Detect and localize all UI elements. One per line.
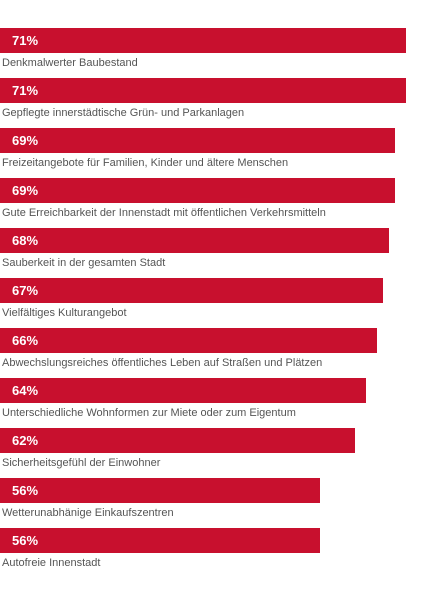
bar-row: 69% Gute Erreichbarkeit der Innenstadt mi… [0, 178, 440, 228]
bar-value-label: 71% [12, 83, 39, 98]
bar-value-label: 69% [12, 133, 39, 148]
bar-row: 67% Vielfältiges Kulturangebot [0, 278, 440, 328]
bar: 71% [0, 78, 406, 103]
bar: 71% [0, 28, 406, 53]
bar-row: 56% Wetterunabhänige Einkaufszentren [0, 478, 440, 528]
bar: 68% [0, 228, 389, 253]
category-label: Sauberkeit in der gesamten Stadt [2, 257, 166, 269]
bar-value-label: 71% [12, 33, 39, 48]
bar: 69% [0, 128, 395, 153]
bar-value-label: 62% [12, 433, 39, 448]
bar: 56% [0, 478, 320, 503]
bar-value-label: 56% [12, 533, 39, 548]
bar: 56% [0, 528, 320, 553]
bar-value-label: 67% [12, 283, 39, 298]
bar-row: 69% Freizeitangebote für Familien, Kinder… [0, 128, 440, 178]
bar-row: 71% Denkmalwerter Baubestand [0, 28, 440, 78]
bar-row: 56% Autofreie Innenstadt [0, 528, 440, 578]
bar-row: 64% Unterschiedliche Wohnformen zur Miete… [0, 378, 440, 428]
bar-value-label: 69% [12, 183, 39, 198]
bar: 69% [0, 178, 395, 203]
category-label: Gepflegte innerstädtische Grün- und Park… [2, 107, 245, 119]
bar-value-label: 66% [12, 333, 39, 348]
bar-value-label: 64% [12, 383, 39, 398]
bar-row: 68% Sauberkeit in der gesamten Stadt [0, 228, 440, 278]
category-label: Abwechslungsreiches öffentliches Leben a… [2, 357, 323, 369]
category-label: Denkmalwerter Baubestand [2, 57, 138, 69]
bar-row: 62% Sicherheitsgefühl der Einwohner [0, 428, 440, 478]
category-label: Gute Erreichbarkeit der Innenstadt mit ö… [2, 207, 326, 219]
bar-row: 66% Abwechslungsreiches öffentliches Lebe… [0, 328, 440, 378]
category-label: Unterschiedliche Wohnformen zur Miete od… [2, 407, 296, 419]
bar-row: 71% Gepflegte innerstädtische Grün- und P… [0, 78, 440, 128]
bar: 62% [0, 428, 355, 453]
bar: 67% [0, 278, 383, 303]
bar-value-label: 56% [12, 483, 39, 498]
category-label: Wetterunabhänige Einkaufszentren [2, 507, 174, 519]
category-label: Autofreie Innenstadt [2, 557, 101, 569]
category-label: Vielfältiges Kulturangebot [2, 307, 127, 319]
category-label: Sicherheitsgefühl der Einwohner [2, 457, 161, 469]
category-label: Freizeitangebote für Familien, Kinder un… [2, 157, 289, 169]
bar: 64% [0, 378, 366, 403]
bar-value-label: 68% [12, 233, 39, 248]
bar: 66% [0, 328, 377, 353]
